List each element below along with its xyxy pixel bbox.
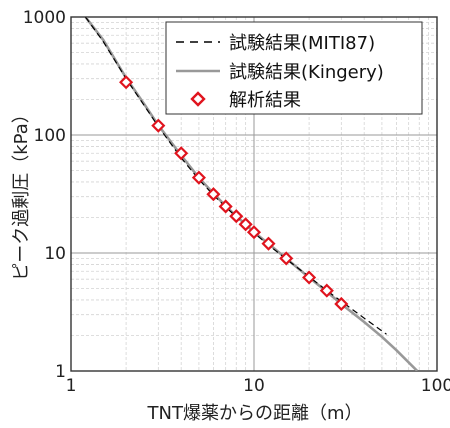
legend-label: 試験結果(Kingery) xyxy=(229,62,384,83)
analysis-point xyxy=(174,146,189,161)
y-tick-label: 1000 xyxy=(23,8,66,28)
plot-frame xyxy=(70,16,438,372)
analysis-point xyxy=(261,236,276,251)
x-tick-label: 10 xyxy=(243,376,265,396)
analysis-point xyxy=(151,118,166,133)
legend-label: 試験結果(MITI87) xyxy=(229,33,375,54)
analysis-point xyxy=(206,187,221,202)
y-tick-label: 1 xyxy=(55,362,66,382)
y-tick-label: 10 xyxy=(44,244,66,264)
legend-swatch-analysis xyxy=(190,91,206,107)
analysis-point xyxy=(229,209,244,224)
series-layer xyxy=(84,17,419,371)
analysis-point xyxy=(238,217,253,232)
analysis-point xyxy=(334,296,349,312)
analysis-point xyxy=(302,270,317,285)
legend-items: 試験結果(MITI87) 試験結果(Kingery) 解析結果 xyxy=(176,33,384,111)
y-axis-label: ピーク過剰圧（kPa） xyxy=(11,105,32,281)
legend: 試験結果(MITI87) 試験結果(Kingery) 解析結果 xyxy=(165,21,423,115)
x-tick-label: 100 xyxy=(421,376,450,396)
y-tick-labels: 1 10 100 1000 xyxy=(23,8,66,382)
legend-label: 解析結果 xyxy=(229,90,301,111)
analysis-point xyxy=(246,225,262,240)
analysis-point xyxy=(218,199,233,214)
analysis-point xyxy=(319,283,334,298)
analysis-point xyxy=(191,170,206,185)
y-tick-label: 100 xyxy=(34,126,66,146)
x-tick-labels: 1 10 100 xyxy=(66,376,450,396)
analysis-point xyxy=(119,75,134,90)
x-axis-label: TNT爆薬からの距離（m） xyxy=(147,403,363,424)
legend-box xyxy=(165,21,423,115)
analysis-point xyxy=(279,251,294,266)
x-tick-label: 1 xyxy=(66,376,77,396)
